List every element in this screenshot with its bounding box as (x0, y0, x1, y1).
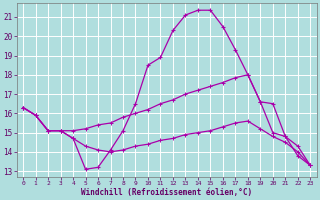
X-axis label: Windchill (Refroidissement éolien,°C): Windchill (Refroidissement éolien,°C) (81, 188, 252, 197)
